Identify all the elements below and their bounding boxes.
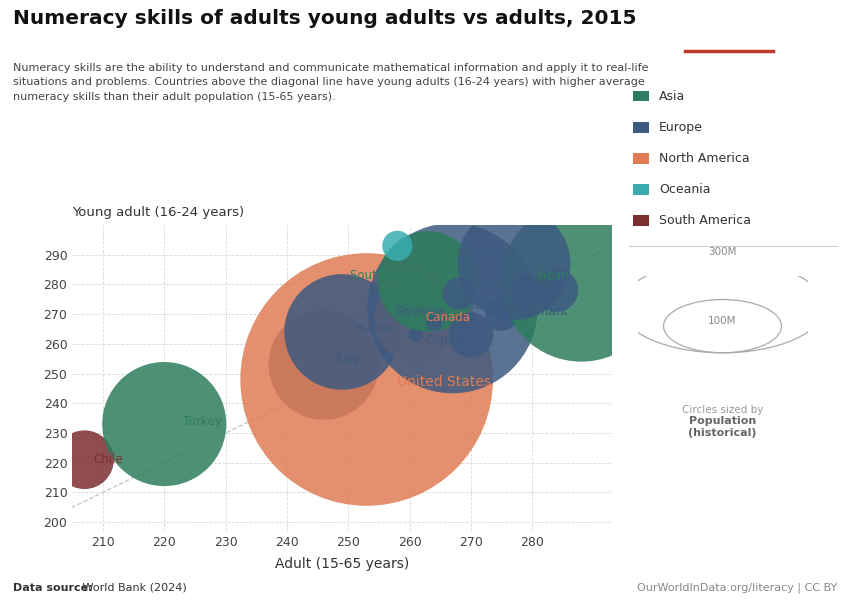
Text: World Bank (2024): World Bank (2024)	[79, 583, 187, 593]
Text: Russia: Russia	[465, 299, 503, 312]
Point	[390, 241, 404, 251]
Text: 100M: 100M	[708, 316, 737, 326]
Point	[77, 455, 91, 464]
Text: South Korea: South Korea	[350, 269, 422, 282]
Text: Canada: Canada	[425, 311, 470, 323]
Text: Our World: Our World	[699, 22, 758, 31]
Text: Numeracy skills of adults young adults vs adults, 2015: Numeracy skills of adults young adults v…	[13, 9, 637, 28]
Text: 300M: 300M	[708, 247, 737, 257]
Text: North America: North America	[659, 152, 750, 165]
Point	[519, 286, 533, 295]
Text: Oceania: Oceania	[659, 183, 711, 196]
Text: Asia: Asia	[659, 89, 685, 103]
Text: (historical): (historical)	[688, 428, 756, 438]
Point	[464, 330, 478, 340]
Text: Slovenia: Slovenia	[394, 305, 445, 317]
Point	[452, 289, 466, 298]
Text: Denmark: Denmark	[514, 305, 569, 317]
Text: Europe: Europe	[659, 121, 703, 134]
Text: Cyprus: Cyprus	[425, 334, 467, 347]
Point	[550, 286, 564, 295]
Text: Italy: Italy	[336, 352, 362, 365]
Point	[409, 330, 422, 340]
Text: in Data: in Data	[707, 36, 750, 46]
Point	[507, 259, 521, 268]
Point	[317, 360, 331, 370]
Point	[336, 327, 349, 337]
Point	[378, 310, 392, 319]
Text: Young adult (16-24 years): Young adult (16-24 years)	[72, 206, 245, 219]
Point	[495, 310, 508, 319]
Text: United States: United States	[397, 376, 491, 389]
Point	[445, 304, 459, 313]
Point	[409, 315, 422, 325]
Text: France: France	[354, 322, 394, 335]
Point	[428, 318, 441, 328]
Text: South America: South America	[659, 214, 751, 227]
Text: Japan: Japan	[536, 269, 569, 282]
Point	[157, 419, 171, 429]
Text: Data source:: Data source:	[13, 583, 93, 593]
Text: Population: Population	[688, 416, 756, 426]
Text: Chile: Chile	[94, 453, 123, 466]
Text: Circles sized by: Circles sized by	[682, 405, 763, 415]
Text: Turkey: Turkey	[183, 415, 221, 428]
Point	[575, 277, 588, 286]
Text: Numeracy skills are the ability to understand and communicate mathematical infor: Numeracy skills are the ability to under…	[13, 63, 649, 102]
Text: OurWorldInData.org/literacy | CC BY: OurWorldInData.org/literacy | CC BY	[637, 582, 837, 593]
Point	[360, 374, 373, 384]
Point	[422, 277, 435, 286]
X-axis label: Adult (15-65 years): Adult (15-65 years)	[275, 557, 409, 571]
